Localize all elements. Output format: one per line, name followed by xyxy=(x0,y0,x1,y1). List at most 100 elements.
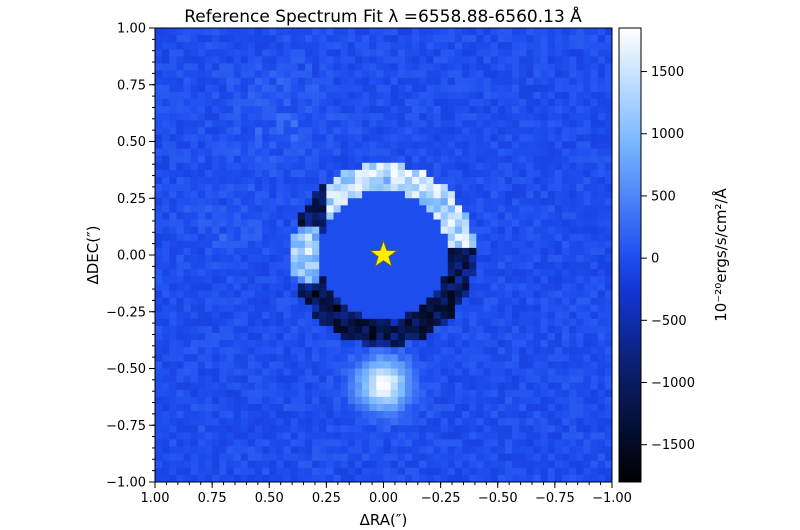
heatmap-cell xyxy=(212,169,220,178)
heatmap-cell xyxy=(169,262,177,270)
heatmap-cell xyxy=(276,269,284,277)
heatmap-cell xyxy=(462,375,470,384)
heatmap-cell xyxy=(162,361,170,369)
heatmap-cell xyxy=(233,446,242,455)
heatmap-cell xyxy=(233,169,242,178)
heatmap-cell xyxy=(526,134,534,142)
heatmap-cell xyxy=(604,425,613,433)
heatmap-cell xyxy=(183,411,192,419)
heatmap-cell xyxy=(569,120,577,128)
heatmap-cell xyxy=(276,148,284,157)
heatmap-cell xyxy=(376,91,384,100)
heatmap-cell xyxy=(269,276,277,284)
heatmap-cell xyxy=(469,70,477,79)
heatmap-cell xyxy=(597,382,606,391)
heatmap-cell xyxy=(283,84,292,93)
heatmap-cell xyxy=(583,318,591,327)
heatmap-cell xyxy=(454,191,463,199)
heatmap-cell xyxy=(447,361,456,369)
heatmap-cell xyxy=(419,467,427,476)
heatmap-cell xyxy=(433,403,442,412)
heatmap-cell xyxy=(447,276,456,284)
heatmap-cell xyxy=(204,63,213,71)
heatmap-cell xyxy=(604,56,613,64)
heatmap-cell xyxy=(426,425,434,433)
heatmap-cell xyxy=(483,283,492,291)
heatmap-cell xyxy=(290,247,299,256)
heatmap-cell xyxy=(419,453,427,462)
heatmap-cell xyxy=(176,439,184,447)
heatmap-cell xyxy=(197,169,206,178)
heatmap-cell xyxy=(426,333,434,341)
heatmap-cell xyxy=(262,425,270,433)
heatmap-cell xyxy=(312,233,320,242)
heatmap-cell xyxy=(190,184,199,192)
heatmap-cell xyxy=(276,226,284,235)
heatmap-cell xyxy=(554,176,563,185)
heatmap-cell xyxy=(190,63,199,71)
heatmap-cell xyxy=(554,411,563,419)
heatmap-cell xyxy=(290,269,299,277)
heatmap-cell xyxy=(440,432,449,440)
heatmap-cell xyxy=(547,63,556,71)
heatmap-cell xyxy=(333,84,342,93)
heatmap-cell xyxy=(197,184,206,192)
heatmap-cell xyxy=(254,191,263,199)
heatmap-cell xyxy=(454,28,463,36)
heatmap-cell xyxy=(333,127,342,135)
heatmap-cell xyxy=(219,347,227,355)
heatmap-cell xyxy=(219,375,227,384)
heatmap-cell xyxy=(590,184,599,192)
heatmap-cell xyxy=(254,155,263,164)
heatmap-cell xyxy=(404,318,413,327)
heatmap-cell xyxy=(197,42,206,50)
heatmap-cell xyxy=(440,120,449,128)
heatmap-cell xyxy=(340,474,349,483)
heatmap-cell xyxy=(354,403,363,412)
heatmap-cell xyxy=(190,304,199,313)
heatmap-cell xyxy=(397,98,406,107)
heatmap-cell xyxy=(554,439,563,447)
heatmap-cell xyxy=(504,28,513,36)
heatmap-cell xyxy=(597,474,606,483)
heatmap-cell xyxy=(483,425,492,433)
heatmap-cell xyxy=(247,375,256,384)
heatmap-cell xyxy=(604,28,613,36)
heatmap-cell xyxy=(233,212,242,220)
heatmap-cell xyxy=(412,389,420,398)
heatmap-cell xyxy=(454,212,463,220)
heatmap-cell xyxy=(304,460,313,469)
heatmap-cell xyxy=(297,127,306,135)
heatmap-cell xyxy=(397,91,406,100)
heatmap-cell xyxy=(390,134,399,142)
heatmap-cell xyxy=(512,212,520,220)
heatmap-cell xyxy=(297,184,306,192)
heatmap-cell xyxy=(283,191,292,199)
heatmap-cell xyxy=(419,396,427,405)
heatmap-cell xyxy=(354,169,363,178)
heatmap-cell xyxy=(197,28,206,36)
heatmap-cell xyxy=(483,169,492,178)
heatmap-cell xyxy=(490,205,499,213)
heatmap-cell xyxy=(497,49,506,57)
heatmap-cell xyxy=(390,389,399,398)
heatmap-cell xyxy=(297,368,306,376)
heatmap-cell xyxy=(447,403,456,412)
heatmap-cell xyxy=(290,446,299,455)
heatmap-cell xyxy=(190,375,199,384)
heatmap-cell xyxy=(412,134,420,142)
heatmap-cell xyxy=(562,361,570,369)
heatmap-cell xyxy=(562,212,570,220)
heatmap-cell xyxy=(526,340,534,348)
heatmap-cell xyxy=(490,318,499,327)
heatmap-cell xyxy=(276,205,284,213)
heatmap-cell xyxy=(540,70,549,79)
colorbar-tick-label: −1000 xyxy=(651,376,695,391)
heatmap-cell xyxy=(326,269,334,277)
heatmap-cell xyxy=(497,155,506,164)
heatmap-cell xyxy=(204,269,213,277)
heatmap-cell xyxy=(526,184,534,192)
heatmap-cell xyxy=(597,460,606,469)
heatmap-cell xyxy=(354,155,363,164)
heatmap-cell xyxy=(533,276,541,284)
